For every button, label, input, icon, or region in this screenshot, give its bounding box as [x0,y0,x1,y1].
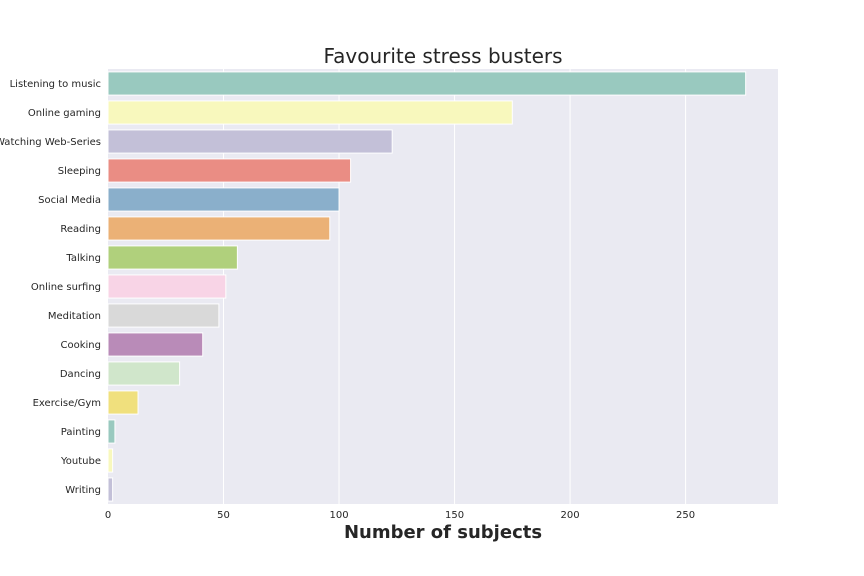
x-tick-label: 100 [329,510,348,521]
y-tick-labels: Listening to music Online gaming Watching … [0,79,101,496]
y-tick-label: Online gaming [28,108,101,119]
bar [107,71,747,96]
y-tick-label: Social Media [38,195,101,206]
bar [107,100,513,125]
y-tick-label: Meditation [48,311,101,322]
y-tick-label: Painting [61,427,101,438]
bar [107,390,139,415]
x-tick-label: 250 [676,510,695,521]
bar [107,129,393,154]
x-tick-label: 50 [217,510,230,521]
y-tick-label: Reading [60,224,101,235]
y-tick-label: Exercise/Gym [33,398,101,409]
x-tick-label: 150 [445,510,464,521]
bar [107,158,352,183]
y-tick-label: Online surfing [31,282,101,293]
bar [107,361,181,386]
y-tick-label: Listening to music [10,79,101,90]
y-tick-label: Youtube [60,456,101,467]
x-tick-labels: 0 50 100 150 200 250 [105,510,695,521]
y-tick-label: Cooking [61,340,101,351]
x-axis-label: Number of subjects [344,522,542,543]
bar [107,419,116,444]
bar [107,477,114,502]
y-tick-label: Writing [65,485,101,496]
x-tick-label: 200 [561,510,580,521]
bar [107,187,340,212]
bar [107,274,227,299]
y-tick-label: Talking [65,253,101,264]
y-tick-label: Sleeping [58,166,101,177]
y-tick-label: Watching Web-Series [0,137,101,148]
bar [107,332,204,357]
bar [107,216,331,241]
y-tick-label: Dancing [60,369,101,380]
bar [107,303,220,328]
bar [107,245,238,270]
x-tick-label: 0 [105,510,111,521]
bars [107,71,747,502]
chart-title: Favourite stress busters [323,44,562,68]
bar [107,448,114,473]
